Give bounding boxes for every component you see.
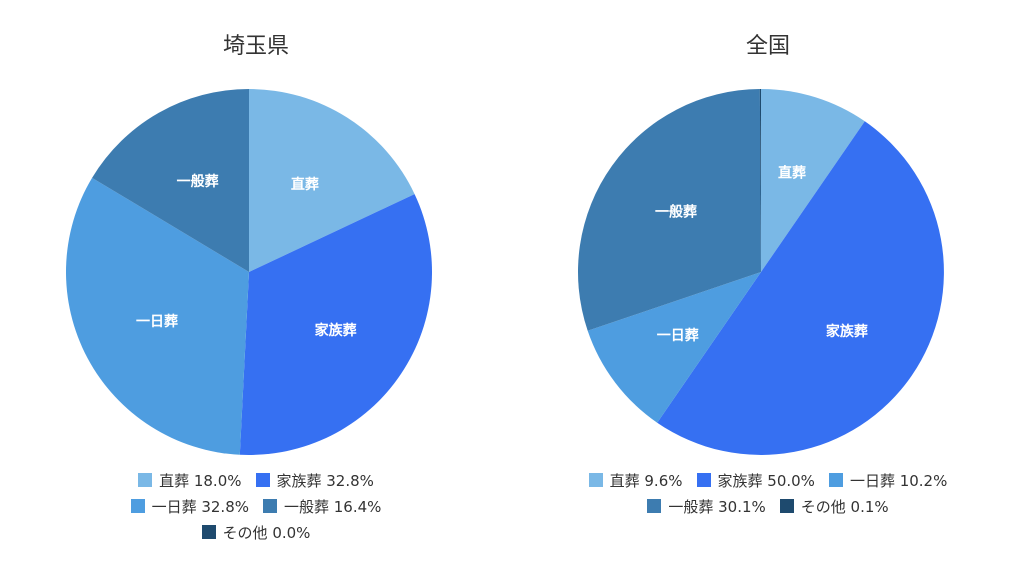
- pie-slice-1: [239, 194, 432, 455]
- legend-item: 家族葬 32.8%: [255, 470, 374, 491]
- chart-saitama: 埼玉県 直葬家族葬 一日葬 一般葬 直葬 18.0% 家族葬 32.8% 一日葬 32.…: [0, 34, 512, 548]
- pie-slice-3: [92, 89, 249, 272]
- pie-slice-0: [761, 89, 865, 272]
- legend-label: 一般葬 30.1%: [668, 497, 766, 516]
- legend-item: 一般葬 16.4%: [263, 496, 381, 517]
- pie-slice-label: 直葬: [291, 176, 319, 193]
- pie-slice-label: 直葬: [778, 164, 806, 181]
- pie-slice-label: 家族葬: [826, 323, 868, 340]
- chart-title: 全国: [745, 34, 790, 59]
- legend-swatch: [201, 525, 216, 539]
- legend-swatch: [255, 473, 270, 487]
- legend-label: 一般葬 16.4%: [284, 497, 382, 516]
- legend-row: 一日葬 32.8% 一般葬 16.4%: [0, 496, 512, 516]
- legend-row: 直葬 18.0% 家族葬 32.8%: [0, 470, 512, 490]
- pie-slice-2: [65, 177, 249, 455]
- legend-swatch: [647, 499, 662, 513]
- legend-item: 一日葬 10.2%: [828, 470, 948, 491]
- pie-slice-1: [657, 121, 944, 455]
- legend-label: 家族葬 32.8%: [276, 471, 374, 490]
- legend-row: その他 0.0%: [0, 522, 512, 542]
- legend: 直葬 9.6% 家族葬 50.0% 一日葬 10.2% 一般葬 30.1% その他 0.…: [512, 470, 1024, 522]
- pie-slice-0: [249, 89, 415, 272]
- pie-slice-label: 家族葬: [315, 322, 357, 339]
- legend-label: 一日葬 32.8%: [151, 497, 249, 516]
- legend-item: 一般葬 30.1%: [647, 496, 766, 517]
- legend-swatch: [263, 499, 277, 513]
- legend-swatch: [130, 499, 145, 513]
- legend-item: その他 0.1%: [779, 496, 889, 517]
- pie-slice-label: 一日葬: [136, 313, 178, 330]
- legend-label: 直葬 18.0%: [159, 471, 242, 490]
- legend-label: 直葬 9.6%: [609, 471, 683, 490]
- legend-item: 直葬 9.6%: [588, 470, 683, 491]
- legend: 直葬 18.0% 家族葬 32.8% 一日葬 32.8% 一般葬 16.4% その他 0…: [0, 470, 512, 548]
- legend-item: 一日葬 32.8%: [130, 496, 249, 517]
- legend-row: 直葬 9.6% 家族葬 50.0% 一日葬 10.2%: [512, 470, 1024, 490]
- legend-label: 一日葬 10.2%: [849, 471, 948, 490]
- legend-label: その他 0.1%: [800, 497, 889, 516]
- legend-label: その他 0.0%: [222, 523, 311, 542]
- legend-swatch: [828, 473, 843, 487]
- pie-slice-label: 一般葬: [177, 173, 219, 190]
- legend-item: 直葬 18.0%: [138, 470, 242, 491]
- pie-slice-3: [578, 89, 761, 331]
- legend-item: 家族葬 50.0%: [696, 470, 815, 491]
- legend-swatch: [138, 473, 153, 487]
- legend-label: 家族葬 50.0%: [717, 471, 815, 490]
- chart-title: 埼玉県: [222, 34, 289, 59]
- pie-slice-2: [587, 272, 761, 423]
- pie-slice-label: 一日葬: [657, 327, 699, 344]
- legend-swatch: [779, 499, 794, 513]
- pie-slice-label: 一般葬: [655, 203, 697, 220]
- legend-swatch: [696, 473, 711, 487]
- chart-national: 全国 直葬家族葬 一日葬 一般葬 直葬 9.6% 家族葬 50.0% 一日葬 10.2%…: [512, 0, 1024, 571]
- legend-item: その他 0.0%: [201, 522, 311, 543]
- legend-swatch: [588, 473, 603, 487]
- legend-row: 一般葬 30.1% その他 0.1%: [512, 496, 1024, 516]
